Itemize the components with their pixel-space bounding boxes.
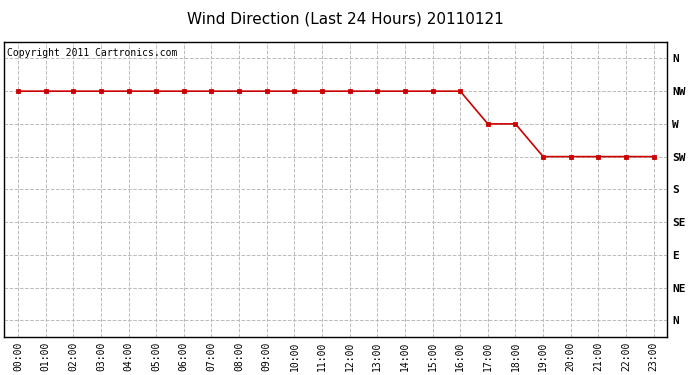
Text: Copyright 2011 Cartronics.com: Copyright 2011 Cartronics.com	[8, 48, 178, 58]
Text: Wind Direction (Last 24 Hours) 20110121: Wind Direction (Last 24 Hours) 20110121	[186, 11, 504, 26]
